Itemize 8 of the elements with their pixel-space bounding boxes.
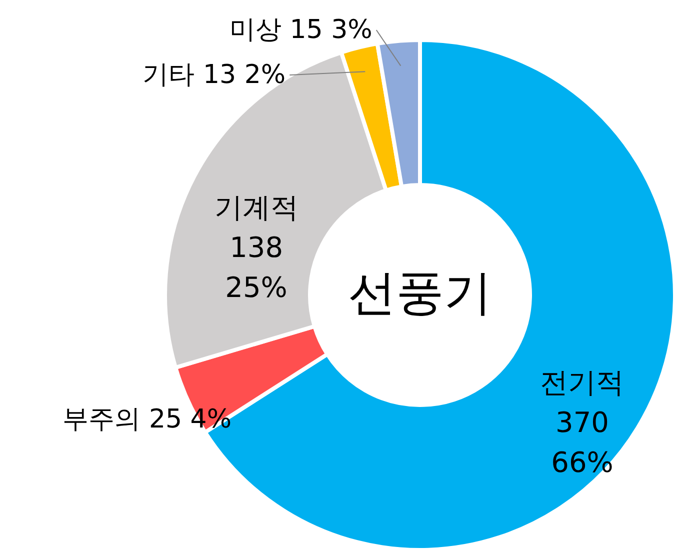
- data-label: 138 25%: [225, 230, 288, 304]
- data-label: 370 66%: [551, 406, 614, 479]
- slice-label: 기타 13 2%: [142, 60, 286, 90]
- slice-label: 전기적: [540, 366, 624, 399]
- text: 선풍기: [348, 265, 492, 321]
- slice-label: 부주의 25 4%: [62, 404, 232, 435]
- slice-label: 미상 15 3%: [229, 15, 372, 45]
- slice-label: 기계적: [214, 190, 298, 224]
